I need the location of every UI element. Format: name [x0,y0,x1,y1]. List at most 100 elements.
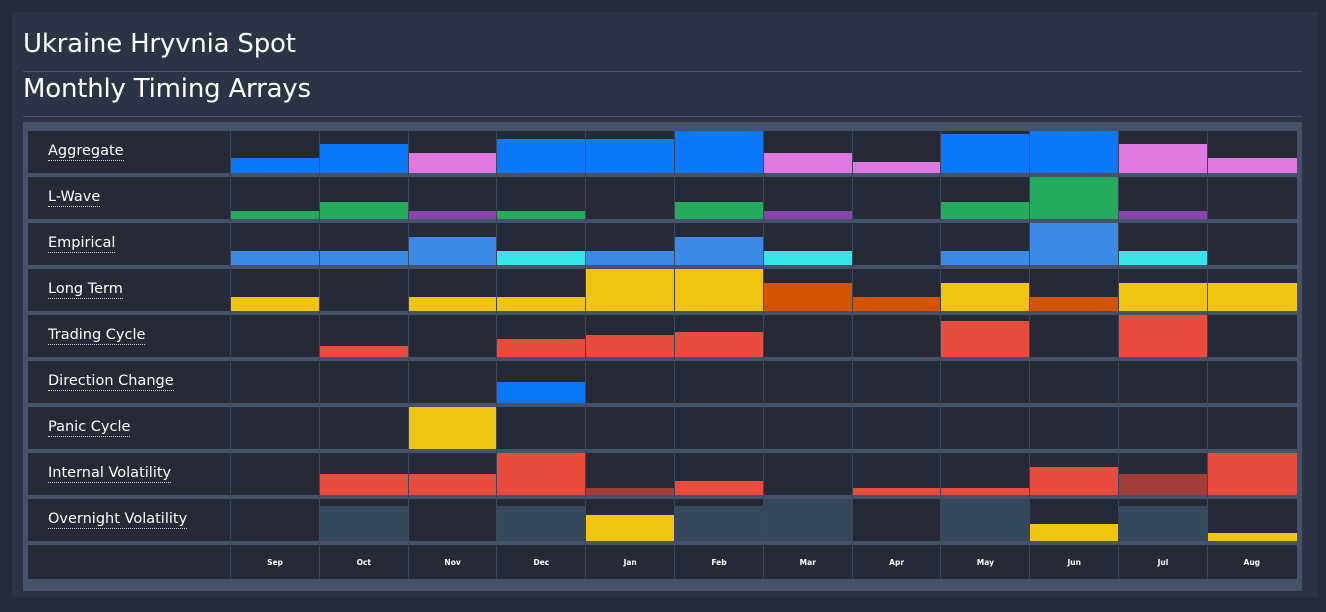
column-divider [318,131,320,579]
row-direction-change [28,361,1297,403]
cell-internal-volatility-nov [408,474,498,495]
cell-long-term-apr [852,297,942,311]
cell-direction-change-dec [497,382,587,403]
cell-internal-volatility-jun [1030,467,1119,495]
month-label-may: May [976,558,994,567]
cell-internal-volatility-jul [1119,474,1208,495]
column-divider [1206,131,1208,579]
column-divider [851,131,853,579]
cell-aggregate-aug [1207,158,1297,173]
column-divider [496,131,498,579]
cell-internal-volatility-apr [852,488,942,495]
cell-long-term-jul [1119,283,1208,311]
cell-l-wave-jun [1030,177,1119,219]
cell-trading-cycle-dec [497,339,587,357]
cell-empirical-jul [1119,251,1208,265]
month-label-mar: Mar [799,558,816,567]
cell-empirical-mar [763,251,853,265]
month-label-sep: Sep [267,558,283,567]
column-divider [940,131,942,579]
cell-long-term-aug [1207,283,1297,311]
month-axis-row [28,545,1297,579]
row-label-internal-volatility[interactable]: Internal Volatility [48,465,172,483]
row-label-panic-cycle[interactable]: Panic Cycle [48,419,131,437]
cell-internal-volatility-feb [675,481,764,495]
chart-panel: Ukraine Hryvnia Spot Monthly Timing Arra… [12,12,1318,597]
month-label-oct: Oct [356,558,371,567]
cell-empirical-may [941,251,1031,265]
cell-aggregate-jul [1119,144,1208,173]
cell-aggregate-dec [497,139,587,173]
column-divider [1118,131,1119,579]
row-label-long-term[interactable]: Long Term [48,281,123,299]
cell-long-term-dec [497,297,587,311]
cell-long-term-nov [408,297,498,311]
row-label-aggregate[interactable]: Aggregate [48,143,124,161]
month-label-apr: Apr [889,558,905,567]
cell-trading-cycle-feb [675,332,764,357]
row-label-l-wave[interactable]: L-Wave [48,189,101,207]
column-divider [674,131,675,579]
cell-empirical-feb [675,237,764,265]
cell-l-wave-oct [319,202,409,219]
cell-empirical-nov [408,237,498,265]
cell-l-wave-sep [231,211,320,219]
month-label-jan: Jan [623,558,637,567]
cell-long-term-may [941,283,1031,311]
cell-l-wave-mar [763,211,853,219]
column-divider [762,131,764,579]
cell-aggregate-sep [231,158,320,173]
cell-long-term-feb [675,269,764,311]
cell-long-term-sep [231,297,320,311]
column-divider [230,131,231,579]
column-divider [585,131,587,579]
cell-empirical-jan [586,251,675,265]
cell-aggregate-feb [675,131,764,173]
cell-empirical-jun [1030,223,1119,265]
cell-empirical-oct [319,251,409,265]
cell-trading-cycle-may [941,321,1031,357]
cell-internal-volatility-dec [497,453,587,495]
cell-aggregate-apr [852,162,942,173]
column-divider [1029,131,1031,579]
row-label-direction-change[interactable]: Direction Change [48,373,174,391]
chart-subtitle: Monthly Timing Arrays [23,74,311,104]
row-label-overnight-volatility[interactable]: Overnight Volatility [48,511,188,529]
month-label-dec: Dec [533,558,550,567]
cell-l-wave-feb [675,202,764,219]
month-label-aug: Aug [1243,558,1261,567]
cell-l-wave-may [941,202,1031,219]
row-label-trading-cycle[interactable]: Trading Cycle [48,327,146,345]
cell-long-term-jun [1030,297,1119,311]
cell-aggregate-jan [586,139,675,173]
cell-l-wave-nov [408,211,498,219]
cell-overnight-volatility-dec [497,506,587,541]
cell-overnight-volatility-aug [1207,533,1297,541]
cell-aggregate-may [941,134,1031,173]
cell-empirical-dec [497,251,587,265]
cell-l-wave-jul [1119,211,1208,219]
title-divider [23,71,1302,72]
subtitle-divider [23,116,1302,117]
column-divider [407,131,409,579]
row-label-empirical[interactable]: Empirical [48,235,116,253]
cell-internal-volatility-jan [586,488,675,495]
month-label-nov: Nov [444,558,461,567]
cell-trading-cycle-oct [319,346,409,357]
timing-array-grid: Aggregate L-Wave Empirical Long Term Trading… [23,122,1302,591]
cell-aggregate-mar [763,153,853,173]
cell-trading-cycle-jan [586,335,675,357]
cell-overnight-volatility-feb [675,506,764,541]
cell-overnight-volatility-oct [319,506,409,541]
month-label-feb: Feb [711,558,727,567]
chart-title: Ukraine Hryvnia Spot [23,29,296,59]
cell-overnight-volatility-may [941,499,1031,541]
cell-l-wave-dec [497,211,587,219]
cell-overnight-volatility-mar [763,499,853,541]
cell-empirical-sep [231,251,320,265]
row-panic-cycle [28,407,1297,449]
cell-internal-volatility-may [941,488,1031,495]
month-label-jun: Jun [1067,558,1081,567]
cell-internal-volatility-aug [1207,453,1297,495]
month-label-jul: Jul [1157,558,1169,567]
